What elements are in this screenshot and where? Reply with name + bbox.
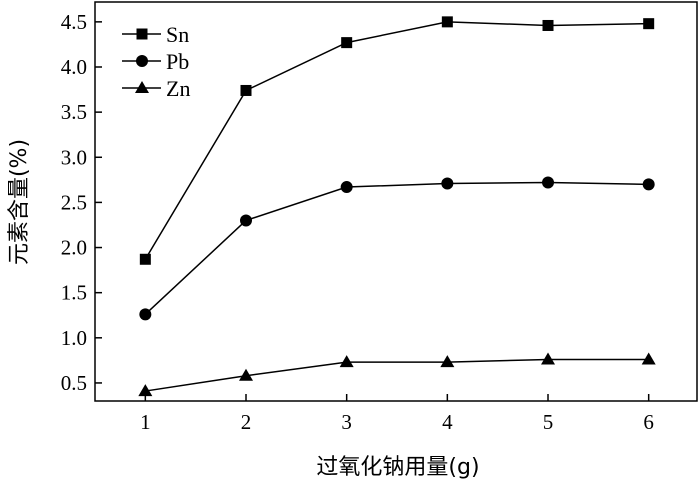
y-tick-label: 1.5	[61, 281, 87, 305]
data-point-zn	[641, 352, 656, 365]
series-pb	[139, 176, 655, 321]
x-tick-label: 1	[140, 410, 151, 434]
legend-marker	[136, 55, 148, 67]
legend-label: Zn	[166, 76, 190, 101]
y-tick-label: 4.0	[61, 55, 87, 79]
series-zn	[138, 352, 656, 397]
series-line-sn	[144, 21, 649, 260]
data-point-pb	[642, 178, 655, 191]
legend-item-sn: Sn	[122, 22, 189, 47]
y-tick-label: 3.0	[61, 145, 87, 169]
y-tick-label: 2.0	[61, 236, 87, 260]
legend-marker	[135, 81, 149, 93]
series-line-pb	[144, 181, 649, 315]
y-tick-label: 0.5	[61, 371, 87, 395]
data-point-zn	[239, 368, 254, 381]
legend-item-pb: Pb	[122, 49, 189, 74]
data-point-pb	[139, 308, 152, 321]
data-point-zn	[440, 355, 455, 368]
series-line-zn	[145, 358, 649, 392]
data-point-zn	[541, 352, 556, 365]
legend-label: Sn	[166, 22, 189, 47]
y-tick-label: 1.0	[61, 326, 87, 350]
data-point-sn	[139, 253, 151, 265]
data-point-zn	[339, 355, 354, 368]
data-point-sn	[441, 16, 453, 28]
legend-item-zn: Zn	[122, 76, 190, 101]
y-tick-label: 3.5	[61, 100, 87, 124]
series-sn	[139, 16, 655, 265]
legend-marker	[136, 28, 148, 40]
x-tick-label: 5	[543, 410, 554, 434]
x-tick-label: 4	[442, 410, 453, 434]
plot-frame	[94, 1, 698, 402]
x-tick-label: 6	[643, 410, 654, 434]
data-point-sn	[542, 19, 554, 31]
y-tick-label: 4.5	[61, 10, 87, 34]
data-point-pb	[441, 177, 454, 190]
y-axis-label: 元素含量(%)	[7, 139, 32, 265]
data-point-pb	[240, 214, 253, 227]
data-point-sn	[341, 37, 353, 49]
data-point-pb	[542, 176, 555, 189]
x-tick-label: 2	[241, 410, 252, 434]
x-tick-label: 3	[341, 410, 352, 434]
x-axis-label: 过氧化钠用量(g)	[316, 455, 479, 480]
data-point-zn	[138, 384, 153, 397]
legend-label: Pb	[166, 49, 189, 74]
data-point-sn	[240, 84, 252, 96]
data-point-pb	[340, 181, 353, 194]
y-tick-label: 2.5	[61, 190, 87, 214]
data-point-sn	[643, 18, 655, 30]
